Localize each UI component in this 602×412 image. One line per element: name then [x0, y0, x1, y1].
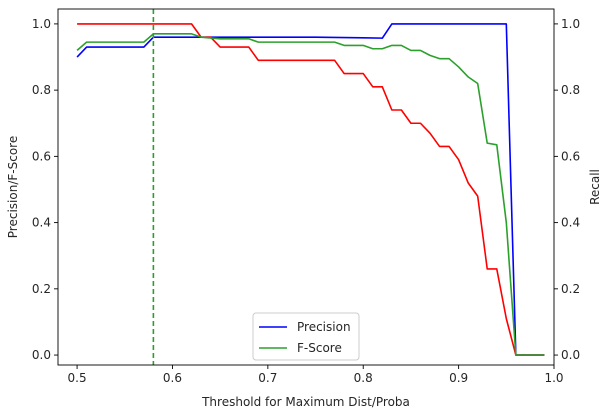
x-tick-label: 0.8 — [354, 371, 373, 385]
x-tick-label: 1.0 — [544, 371, 563, 385]
x-tick-label: 0.9 — [449, 371, 468, 385]
legend: Precision F-Score — [252, 312, 360, 361]
y-tick-label-left: 0.6 — [32, 149, 51, 163]
legend-label-precision: Precision — [297, 320, 351, 334]
y-tick-label-left: 0.4 — [32, 216, 51, 230]
y-tick-label-right: 1.0 — [561, 17, 580, 31]
y-tick-label-left: 0.8 — [32, 83, 51, 97]
y-axis-label-right: Recall — [588, 169, 602, 205]
y-tick-label-left: 0.0 — [32, 348, 51, 362]
legend-label-f-score: F-Score — [297, 341, 342, 355]
x-tick-label: 0.6 — [163, 371, 182, 385]
plot-area — [76, 9, 545, 365]
precision-line — [76, 23, 545, 356]
y-tick-label-left: 1.0 — [32, 17, 51, 31]
f-score-line — [76, 33, 545, 356]
y-axis-label-left: Precision/F-Score — [6, 136, 20, 238]
x-axis-label: Threshold for Maximum Dist/Proba — [201, 395, 410, 409]
y-tick-label-right: 0.6 — [561, 149, 580, 163]
y-tick-label-right: 0.8 — [561, 83, 580, 97]
x-tick-label: 0.7 — [258, 371, 277, 385]
y-tick-label-right: 0.0 — [561, 348, 580, 362]
series-2-line — [77, 23, 545, 356]
axes: 0.5 0.6 0.7 0.8 0.9 1.0 0.0 0.2 0.4 0.6 0.8 1.0 0.0 0… — [32, 8, 580, 385]
x-tick-label: 0.5 — [68, 371, 87, 385]
y-tick-label-right: 0.2 — [561, 282, 580, 296]
y-tick-label-right: 0.4 — [561, 216, 580, 230]
plot-frame — [57, 8, 555, 366]
y-tick-label-left: 0.2 — [32, 282, 51, 296]
series-group — [76, 9, 545, 365]
